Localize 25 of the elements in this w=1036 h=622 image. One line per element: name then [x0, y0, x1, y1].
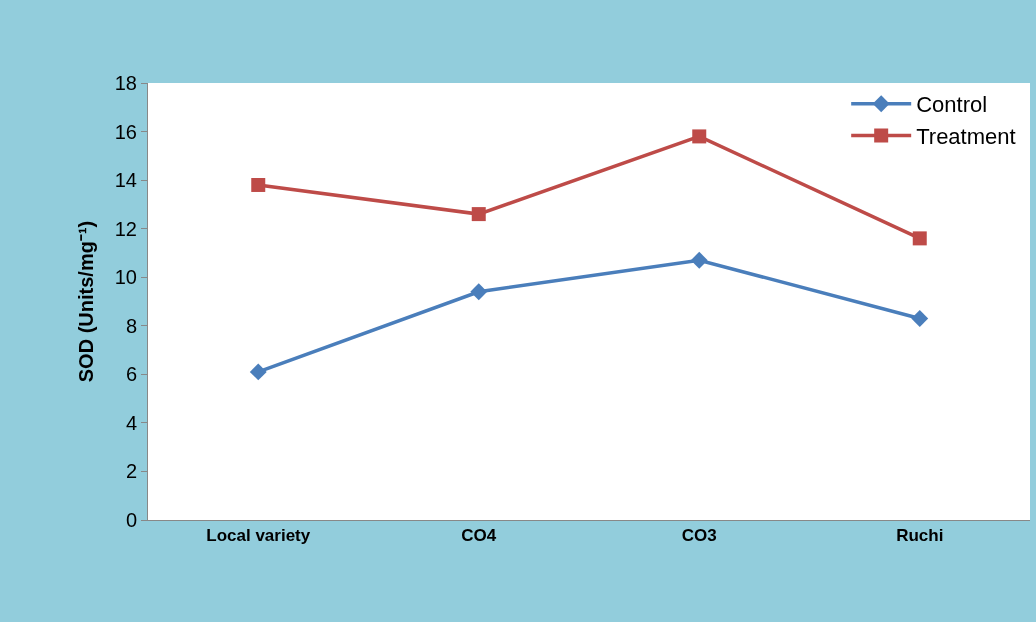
y-tick-label: 16: [114, 120, 137, 143]
point: [911, 310, 929, 327]
point: [470, 283, 488, 301]
point: [690, 251, 708, 269]
legend-label: Control: [916, 92, 988, 118]
y-tick-label: 4: [125, 411, 137, 434]
point: [692, 129, 707, 144]
x-tick-label: CO3: [681, 526, 717, 546]
y-tick-label: 18: [114, 72, 137, 94]
point: [249, 363, 267, 381]
x-tick-label: CO4: [461, 526, 497, 546]
y-tick-label: 12: [114, 217, 137, 240]
legend-label: Treatment: [916, 123, 1016, 149]
y-tick-label: 10: [114, 266, 137, 289]
y-tick-label: 0: [125, 509, 137, 531]
y-tick-label: 6: [125, 363, 137, 386]
y-axis-title: SOD (Units/mg⁻¹): [75, 220, 98, 383]
x-tick-label: Ruchi: [896, 526, 944, 546]
point: [912, 231, 927, 246]
point: [251, 177, 266, 192]
x-tick-label: Local variety: [206, 526, 311, 546]
y-tick-label: 8: [125, 314, 137, 337]
y-tick-label: 2: [125, 460, 137, 483]
point: [471, 207, 486, 222]
y-tick-label: 14: [114, 169, 137, 192]
